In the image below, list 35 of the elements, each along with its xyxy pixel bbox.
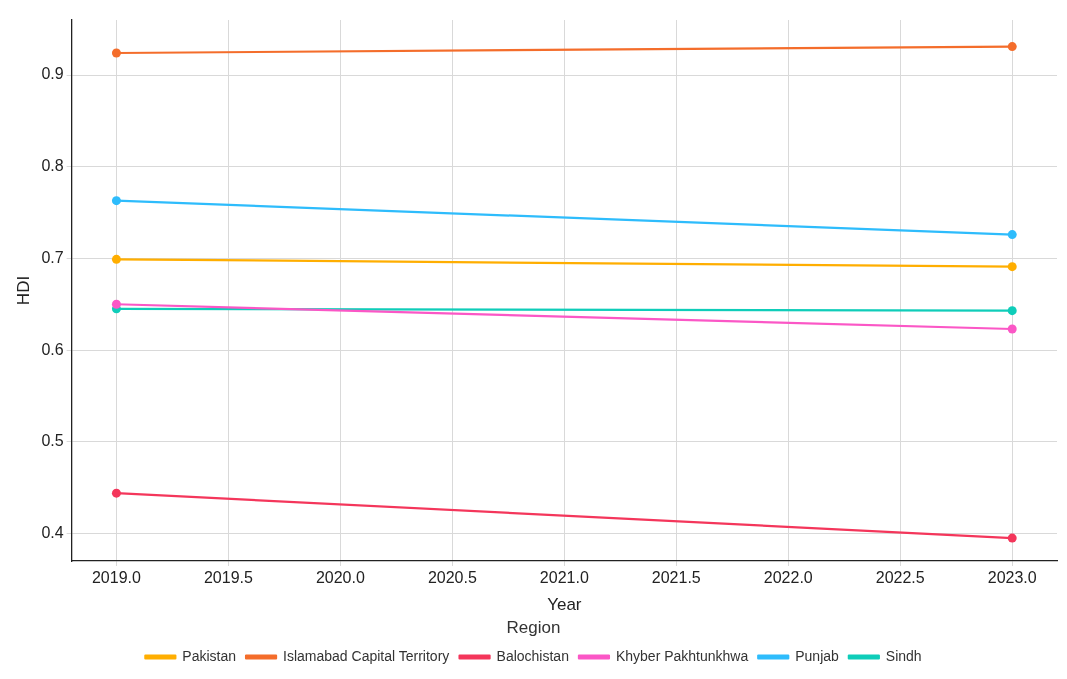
x-tick-label: 2022.5 <box>875 569 925 587</box>
point <box>111 196 121 206</box>
y-tick-label: 0.4 <box>41 523 64 541</box>
point <box>1007 262 1017 272</box>
legend-title: Region <box>506 617 561 637</box>
point <box>111 299 121 309</box>
legend-label: Islamabad Capital Territory <box>283 647 450 664</box>
x-tick-label: 2021.5 <box>651 569 701 587</box>
legend-label: Sindh <box>885 647 922 664</box>
x-axis-title: Year <box>547 595 582 615</box>
x-tick-label: 2019.5 <box>203 569 253 587</box>
y-axis-title: HDI <box>13 275 33 306</box>
legend-label: Pakistan <box>182 647 237 664</box>
x-tick-label: 2022.0 <box>763 569 813 587</box>
point <box>111 48 121 58</box>
point <box>1007 42 1017 52</box>
point <box>1007 324 1017 334</box>
x-tick-label: 2019.0 <box>91 569 141 587</box>
legend-label: Balochistan <box>496 647 569 664</box>
y-tick-label: 0.5 <box>41 432 64 450</box>
legend-label: Khyber Pakhtunkhwa <box>615 647 749 664</box>
x-tick-label: 2021.0 <box>539 569 589 587</box>
point <box>111 254 121 264</box>
y-tick-label: 0.7 <box>41 248 64 266</box>
y-tick-label: 0.6 <box>41 340 64 358</box>
y-tick-label: 0.8 <box>41 157 64 175</box>
x-tick-label: 2020.5 <box>427 569 477 587</box>
point <box>1007 230 1017 240</box>
point <box>1007 306 1017 316</box>
point <box>1007 533 1017 543</box>
x-tick-label: 2020.0 <box>315 569 365 587</box>
y-tick-label: 0.9 <box>41 65 64 83</box>
point <box>111 488 121 498</box>
legend-label: Punjab <box>795 647 840 664</box>
x-tick-label: 2023.0 <box>987 569 1037 587</box>
